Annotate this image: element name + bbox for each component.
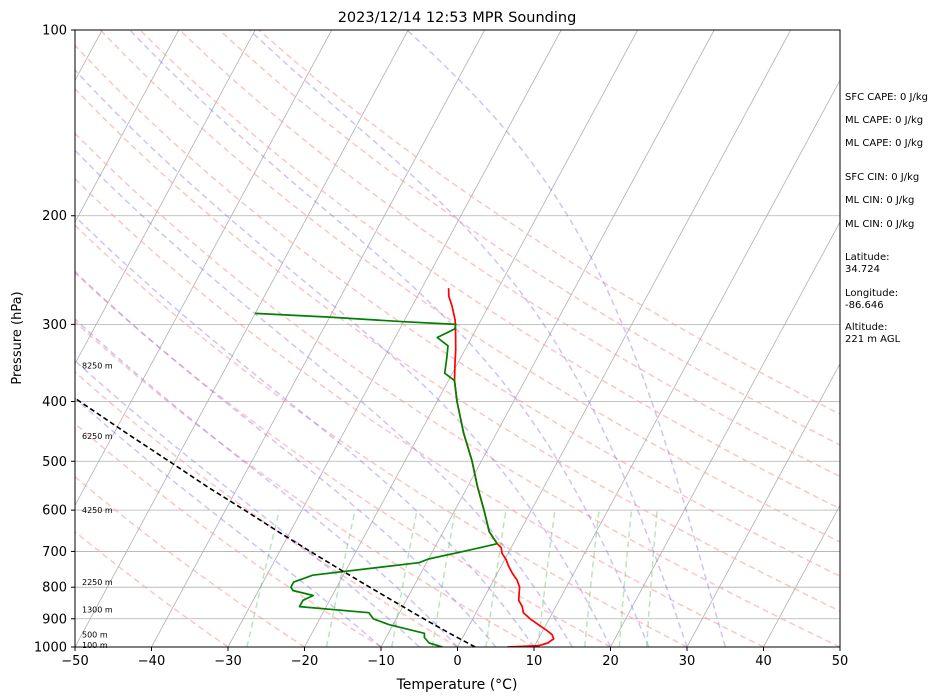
mixing-ratio-line: [431, 509, 457, 647]
ml-cape-text: ML CAPE: 0 J/kg: [845, 115, 924, 126]
dry-adiabat: [75, 530, 229, 647]
dry-adiabat: [99, 30, 840, 543]
height-label: 100 m: [82, 641, 108, 650]
ml-cape-text-2: ML CAPE: 0 J/kg: [845, 138, 924, 149]
dry-adiabat: [75, 177, 764, 647]
moist-adiabat: [75, 270, 497, 647]
moist-adiabat: [75, 68, 612, 647]
isotherm--30: [227, 30, 562, 647]
dry-adiabat: [75, 132, 840, 647]
dry-adiabat: [179, 30, 840, 478]
mixing-ratio-line: [246, 509, 281, 647]
mixing-ratio-line: [537, 510, 556, 647]
dry-adiabat: [75, 44, 840, 577]
isotherm-20: [610, 221, 840, 647]
y-tick-label: 700: [42, 545, 67, 560]
ml-cin-text-2: ML CIN: 0 J/kg: [845, 219, 915, 230]
y-tick-label: 100: [42, 24, 67, 39]
ml-cin-text: ML CIN: 0 J/kg: [845, 195, 915, 206]
moist-adiabat: [75, 215, 535, 647]
isotherm-30: [686, 362, 840, 647]
height-label: 8250 m: [82, 362, 113, 371]
x-tick-label: −10: [367, 654, 394, 669]
parcel-line: [75, 397, 476, 647]
longitude-value: -86.646: [845, 300, 884, 311]
sfc-cin-text: SFC CIN: 0 J/kg: [845, 172, 920, 183]
y-tick-label: 800: [42, 581, 67, 596]
x-tick-label: 0: [453, 654, 461, 669]
dewpoint-line: [255, 312, 499, 647]
dry-adiabat: [75, 224, 688, 647]
dry-adiabat: [75, 475, 305, 647]
altitude-label: Altitude:: [845, 322, 888, 333]
altitude-value: 221 m AGL: [845, 334, 901, 345]
latitude-label: Latitude:: [845, 252, 890, 263]
mixing-ratio-line: [325, 509, 356, 647]
height-label: 4250 m: [82, 506, 113, 515]
x-tick-label: 40: [755, 654, 772, 669]
x-tick-label: 10: [526, 654, 543, 669]
height-label: 2250 m: [82, 578, 113, 587]
dry-adiabat: [75, 320, 535, 647]
dry-adiabat: [75, 87, 840, 612]
isotherm--20: [304, 30, 639, 647]
moist-adiabat: [75, 359, 420, 647]
isotherm--70: [75, 30, 256, 365]
temperature-line: [447, 288, 555, 647]
moist-adiabat: [75, 149, 573, 647]
dry-adiabat: [218, 30, 840, 446]
isotherm--80: [75, 30, 180, 223]
isotherm-0: [457, 30, 792, 647]
height-label: 500 m: [82, 631, 108, 640]
y-tick-label: 900: [42, 612, 67, 627]
isotherm--10: [380, 30, 715, 647]
x-tick-label: 20: [602, 654, 619, 669]
y-tick-label: 600: [42, 504, 67, 519]
mixing-ratio-line: [391, 509, 418, 647]
moist-adiabat: [75, 318, 459, 647]
dry-adiabat: [75, 370, 458, 647]
moist-adiabat: [248, 30, 688, 647]
isotherm-40: [763, 504, 840, 647]
height-label: 6250 m: [82, 432, 113, 441]
isotherm--50: [75, 30, 409, 647]
moist-adiabat: [129, 30, 650, 647]
y-tick-label: 200: [42, 209, 67, 224]
mixing-ratio-line: [485, 509, 507, 647]
longitude-label: Longitude:: [845, 288, 899, 299]
isotherm--40: [151, 30, 486, 647]
x-tick-label: −40: [138, 654, 165, 669]
dry-adiabat: [139, 30, 840, 510]
y-tick-label: 500: [42, 455, 67, 470]
chart-title: 2023/12/14 12:53 MPR Sounding: [338, 10, 577, 26]
y-tick-label: 300: [42, 318, 67, 333]
y-tick-label: 1000: [34, 641, 67, 656]
sfc-cape-text: SFC CAPE: 0 J/kg: [845, 92, 928, 103]
sounding-profiles: [75, 288, 555, 647]
x-tick-label: −20: [291, 654, 318, 669]
x-tick-label: 50: [832, 654, 849, 669]
dry-adiabat: [75, 422, 382, 647]
y-axis-label: Pressure (hPa): [10, 291, 25, 384]
y-tick-label: 400: [42, 395, 67, 410]
x-tick-label: 30: [679, 654, 696, 669]
latitude-value: 34.724: [845, 264, 880, 275]
x-axis-label: Temperature (°C): [396, 677, 518, 693]
x-tick-label: −50: [61, 654, 88, 669]
height-label: 1300 m: [82, 606, 113, 615]
x-tick-label: −30: [214, 654, 241, 669]
mixing-ratio-line: [584, 510, 600, 647]
isotherm-10: [533, 79, 840, 647]
isotherm--60: [75, 30, 333, 507]
axis-ticks: −50 −40 −30 −20 −10 0 10 20 30 40 50 100 200 300 400 50…: [34, 24, 848, 670]
background-lines: [75, 30, 840, 647]
dry-adiabat: [75, 271, 611, 647]
moist-adiabat: [406, 30, 727, 647]
